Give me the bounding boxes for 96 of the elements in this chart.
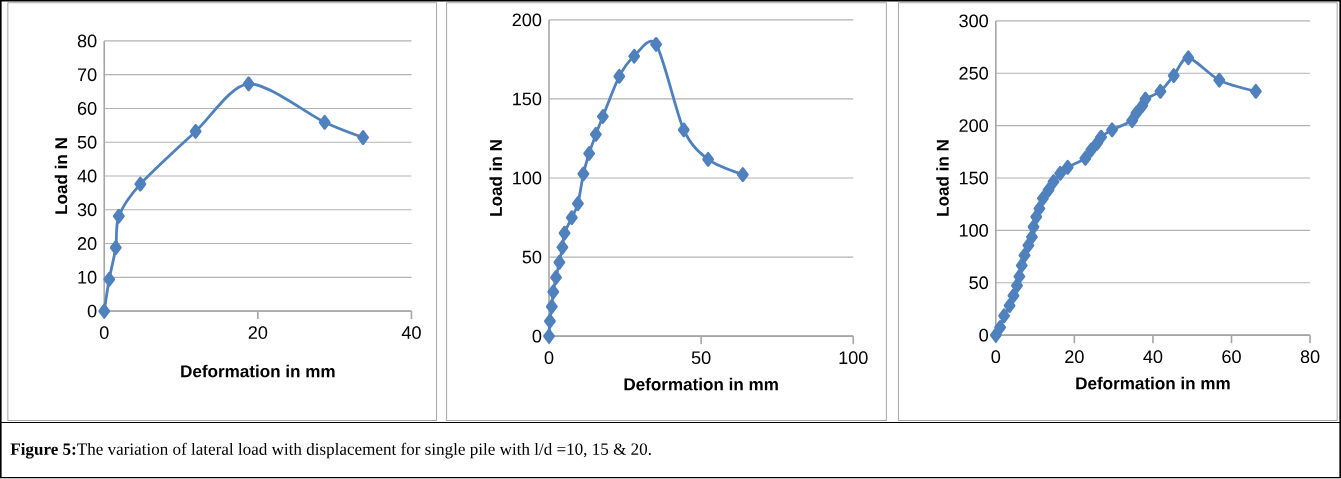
y-tick-label: 300 <box>959 14 989 28</box>
y-axis-title: Load in N <box>54 138 68 214</box>
x-tick-label: 20 <box>248 326 268 340</box>
y-tick-label: 30 <box>77 203 97 217</box>
point <box>1213 72 1226 88</box>
y-tick-label: 50 <box>77 136 97 149</box>
x-tick-label: 50 <box>691 351 711 365</box>
point <box>1249 84 1262 99</box>
y-tick-label: 70 <box>77 68 97 82</box>
x-tick-label: 0 <box>544 351 554 365</box>
x-axis-title: Deformation in mm <box>1076 377 1230 390</box>
point <box>998 308 1010 324</box>
x-tick-label: 100 <box>839 351 868 365</box>
y-tick-label: 10 <box>78 271 97 284</box>
x-tick-label: 60 <box>1222 350 1241 364</box>
point <box>1026 229 1038 245</box>
point <box>1126 113 1139 129</box>
point <box>736 167 749 183</box>
point <box>650 37 663 53</box>
y-tick-label: 200 <box>959 119 989 133</box>
point <box>553 255 566 270</box>
point <box>583 146 596 162</box>
point <box>571 196 584 212</box>
y-tick-label: 50 <box>522 250 542 264</box>
point <box>1022 238 1035 254</box>
y-tick-label: 40 <box>77 169 97 183</box>
x-tick-label: 20 <box>1065 350 1084 364</box>
point <box>1042 182 1055 198</box>
point <box>613 69 626 84</box>
y-axis-title: Load in N <box>936 140 949 216</box>
y-tick-label: 60 <box>77 102 97 116</box>
x-tick-label: 40 <box>401 326 421 340</box>
text: Figure 5:The variation of lateral load with displacement for single pile with l/d =10, 15 & 20. <box>10 442 651 459</box>
y-tick-label: 150 <box>513 92 542 106</box>
point <box>109 240 122 256</box>
point <box>242 76 255 92</box>
x-tick-label: 40 <box>1143 350 1163 364</box>
y-tick-label: 0 <box>87 304 97 318</box>
y-tick-label: 50 <box>969 276 989 290</box>
point <box>544 313 556 329</box>
point <box>1095 129 1108 145</box>
point <box>596 109 609 125</box>
point <box>1079 151 1092 166</box>
point <box>545 299 558 315</box>
point <box>556 240 569 255</box>
point <box>558 226 571 241</box>
point <box>1007 288 1020 304</box>
point <box>543 328 555 344</box>
point <box>318 115 331 130</box>
point <box>547 284 560 300</box>
x-tick-label: 0 <box>991 350 1001 364</box>
y-tick-label: 20 <box>77 237 97 251</box>
point <box>1182 50 1195 66</box>
point <box>1106 122 1119 138</box>
y-tick-label: 200 <box>512 13 542 27</box>
point <box>628 49 641 64</box>
point <box>1154 84 1167 99</box>
x-tick-label: 80 <box>1300 350 1320 364</box>
point <box>1054 166 1067 181</box>
point <box>589 127 602 143</box>
point <box>1033 201 1046 217</box>
y-tick-label: 80 <box>77 34 97 48</box>
point <box>357 130 369 146</box>
point <box>189 124 202 140</box>
point <box>994 320 1007 336</box>
point <box>1085 142 1098 158</box>
point <box>1015 258 1028 274</box>
point <box>989 327 1002 343</box>
point <box>702 152 715 168</box>
point <box>112 208 125 224</box>
point <box>565 210 578 226</box>
point <box>1139 91 1152 107</box>
y-tick-label: 250 <box>959 67 989 80</box>
point <box>1013 269 1026 285</box>
x-tick-label: 0 <box>99 326 109 340</box>
point <box>1011 278 1023 294</box>
point <box>577 166 590 182</box>
point <box>1061 160 1074 175</box>
y-tick-label: 150 <box>959 171 989 185</box>
point <box>1037 191 1049 207</box>
point <box>1003 298 1016 314</box>
point <box>677 122 690 138</box>
point <box>1130 105 1143 121</box>
point <box>1047 174 1060 190</box>
point <box>1167 68 1180 84</box>
y-axis-title: Load in N <box>489 140 502 216</box>
y-tick-label: 100 <box>513 171 542 185</box>
point <box>98 303 111 319</box>
point <box>1027 219 1040 235</box>
point <box>134 176 147 192</box>
x-axis-title: Deformation in mm <box>181 365 335 378</box>
point <box>1018 248 1031 264</box>
point <box>103 272 116 287</box>
x-axis-title: Deformation in mm <box>624 378 778 391</box>
y-tick-label: 100 <box>959 224 989 238</box>
point <box>550 270 562 286</box>
